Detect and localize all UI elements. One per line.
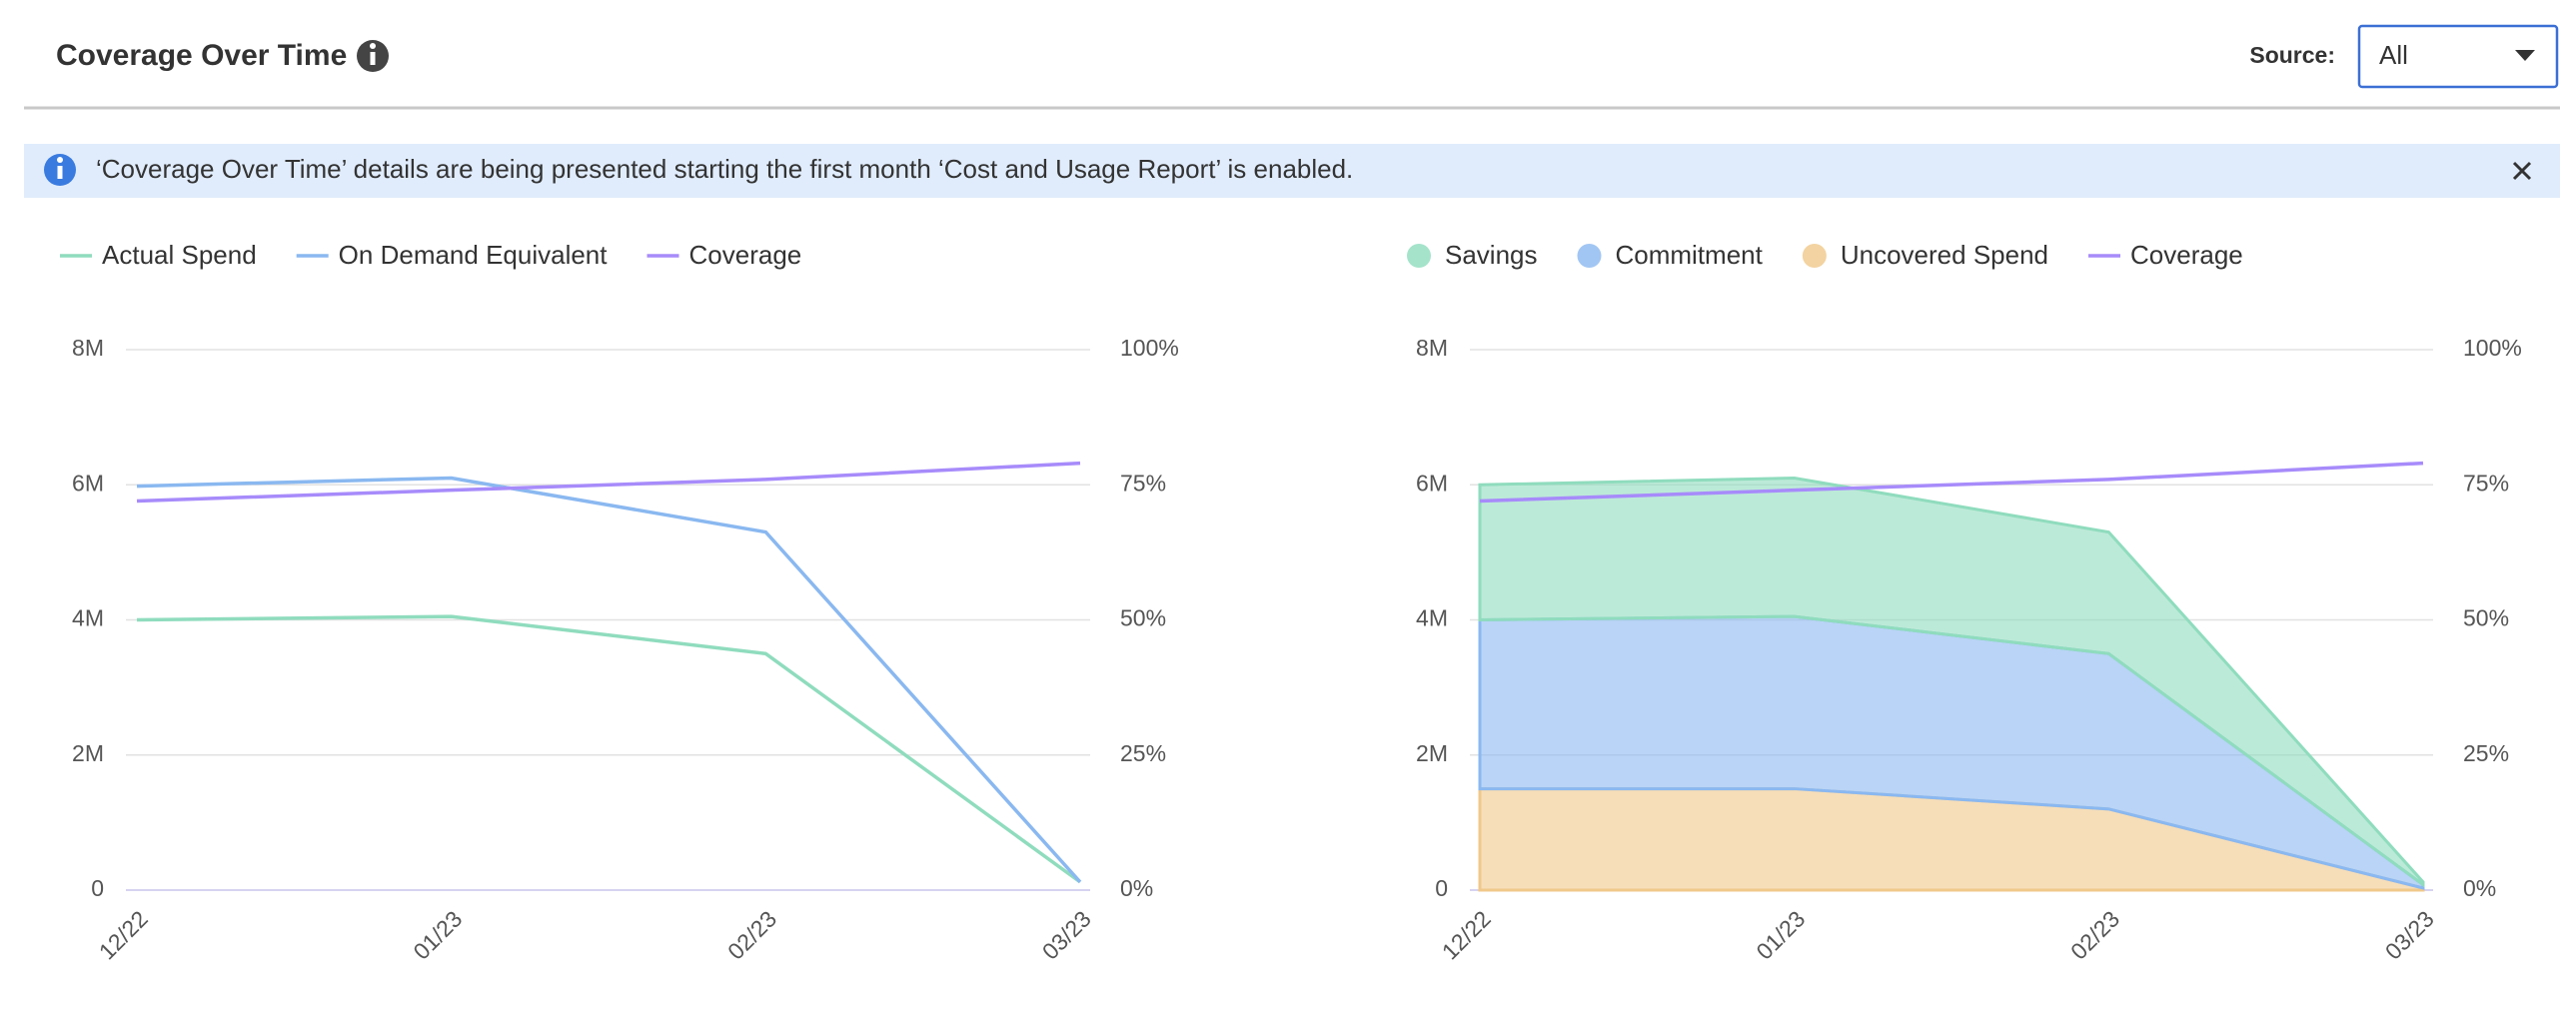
y-tick-label: 2M (72, 740, 104, 766)
banner-text: ‘Coverage Over Time’ details are being p… (96, 154, 1353, 184)
area (1478, 476, 2425, 888)
legend-label: Actual Spend (102, 240, 257, 270)
y2-tick-label: 50% (1120, 605, 1166, 631)
legend-item: On Demand Equivalent (296, 240, 609, 270)
banner-icon (44, 154, 76, 186)
y-tick-label: 6M (72, 470, 104, 496)
legend-label: On Demand Equivalent (339, 240, 609, 270)
legend-item: Actual Spend (60, 240, 257, 270)
y-tick-label: 8M (72, 335, 104, 361)
legend-label: Coverage (2130, 240, 2243, 270)
y2-tick-label: 25% (2463, 740, 2509, 766)
legend-item: Coverage (2088, 240, 2243, 270)
info-icon[interactable] (357, 40, 389, 72)
y2-tick-label: 0% (2463, 875, 2496, 901)
info-banner (24, 144, 2560, 198)
legend-label: Coverage (689, 240, 802, 270)
y2-tick-label: 75% (2463, 470, 2509, 496)
y2-tick-label: 0% (1120, 875, 1153, 901)
legend-item: Coverage (646, 240, 802, 270)
legend-swatch (1802, 244, 1827, 268)
y-tick-label: 2M (1416, 740, 1448, 766)
y2-tick-label: 50% (2463, 605, 2509, 631)
y2-tick-label: 75% (1120, 470, 1166, 496)
y2-tick-label: 25% (1120, 740, 1166, 766)
line (1479, 461, 2424, 504)
source-dropdown[interactable]: All (2357, 24, 2559, 89)
legend-label: Savings (1445, 240, 1538, 270)
y-tick-label: 8M (1416, 335, 1448, 361)
y-tick-label: 4M (72, 605, 104, 631)
legend-label: Commitment (1616, 240, 1764, 270)
y-tick-label: 6M (1416, 470, 1448, 496)
legend-item: Savings (1407, 240, 1538, 270)
source-label: Source: (2249, 42, 2335, 68)
legend-label: Uncovered Spend (1841, 240, 2048, 270)
y-tick-label: 4M (1416, 605, 1448, 631)
line (136, 614, 1082, 884)
y-tick-label: 0 (1435, 875, 1448, 901)
y-tick-label: 0 (91, 875, 104, 901)
legend-swatch (1407, 244, 1431, 268)
line (136, 461, 1081, 504)
legend-item: Commitment (1577, 240, 1764, 270)
source-value: All (2379, 40, 2408, 70)
legend-item: Uncovered Spend (1802, 240, 2048, 270)
legend-swatch (1577, 244, 1602, 268)
line (136, 476, 1082, 884)
y2-tick-label: 100% (2463, 335, 2522, 361)
y2-tick-label: 100% (1120, 335, 1179, 361)
banner-close[interactable] (2512, 161, 2532, 181)
page-title: Coverage Over Time (56, 39, 347, 72)
